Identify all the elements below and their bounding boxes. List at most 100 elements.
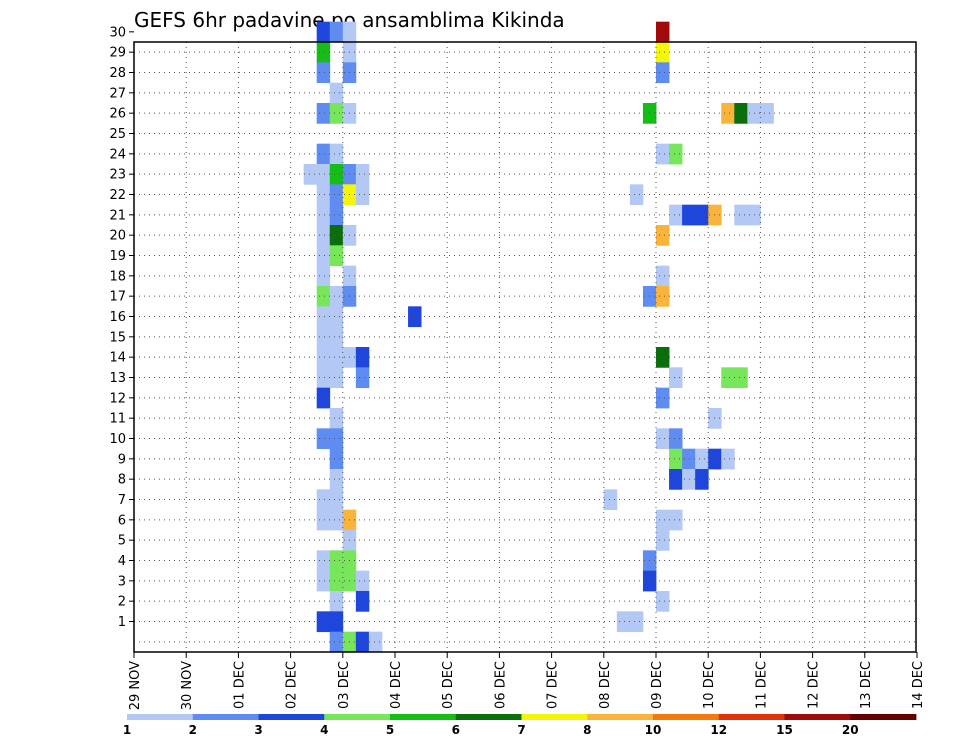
heatmap-cell <box>316 286 331 307</box>
heatmap-cell <box>329 184 344 206</box>
heatmap-cell <box>316 347 331 368</box>
heatmap-cell <box>695 469 709 490</box>
heatmap-cell <box>355 631 370 653</box>
heatmap-cell <box>682 204 696 226</box>
heatmap-cell <box>682 448 696 470</box>
heatmap-cell <box>329 591 344 612</box>
heatmap-cell <box>616 611 631 633</box>
heatmap-cell <box>329 245 344 267</box>
heatmap-cell <box>329 143 344 165</box>
heatmap-cell <box>329 570 344 592</box>
heatmap-cell <box>329 225 344 246</box>
y-tick-label: 18 <box>109 269 126 284</box>
x-tick-label: 04 DEC <box>389 661 404 709</box>
heatmap-cell <box>316 509 331 531</box>
heatmap-cell <box>656 286 670 307</box>
colorbar-swatch <box>521 714 588 720</box>
colorbar-swatch <box>127 714 194 720</box>
heatmap-cell <box>656 347 670 368</box>
y-tick-label: 11 <box>109 412 126 427</box>
colorbar-swatch <box>784 714 851 720</box>
heatmap-cell <box>316 306 331 328</box>
colorbar-label: 4 <box>320 723 328 737</box>
heatmap-cell <box>329 367 344 389</box>
heatmap-cell <box>316 428 331 450</box>
y-tick-label: 4 <box>118 554 126 569</box>
heatmap-cell <box>355 184 370 206</box>
x-tick-label: 30 NOV <box>180 661 195 710</box>
heatmap-cell <box>721 367 735 389</box>
y-tick-label: 25 <box>109 127 126 142</box>
heatmap-cell <box>721 103 735 124</box>
y-tick-label: 12 <box>109 391 126 406</box>
y-tick-label: 14 <box>109 351 126 366</box>
heatmap-cell <box>342 21 357 43</box>
colorbar-label: 5 <box>386 723 394 737</box>
heatmap-cell <box>316 42 331 63</box>
x-tick-label: 11 DEC <box>754 661 769 709</box>
heatmap-cell <box>669 367 683 389</box>
heatmap-cell <box>355 347 370 368</box>
heatmap-cell <box>316 245 331 267</box>
heatmap-cells <box>303 21 774 653</box>
x-tick-label: 03 DEC <box>337 661 352 709</box>
plot-frame <box>133 41 917 653</box>
colorbar-label: 2 <box>189 723 197 737</box>
heatmap-cell <box>656 143 670 165</box>
colorbar-swatch <box>850 714 917 720</box>
heatmap-cell <box>656 265 670 287</box>
heatmap-cell <box>329 428 344 450</box>
heatmap-cell <box>629 611 644 633</box>
heatmap-cell <box>355 367 370 389</box>
colorbar-label: 8 <box>583 723 591 737</box>
y-tick-label: 7 <box>118 493 126 508</box>
heatmap-cell <box>316 204 331 226</box>
y-tick-label: 5 <box>118 534 126 549</box>
grid-lines <box>134 42 916 652</box>
y-tick-label: 15 <box>109 330 126 345</box>
colorbar-swatch <box>324 714 391 720</box>
heatmap-cell <box>329 286 344 307</box>
heatmap-cell <box>316 143 331 165</box>
heatmap-cell <box>656 428 670 450</box>
colorbar-swatch <box>390 714 457 720</box>
heatmap-cell <box>669 448 683 470</box>
y-tick-label: 8 <box>118 473 126 488</box>
colorbar-swatch <box>258 714 325 720</box>
heatmap-cell <box>669 143 683 165</box>
x-tick-label: 29 NOV <box>128 661 143 710</box>
heatmap-cell <box>760 103 774 124</box>
colorbar: 1 2 3 4 5 6 7 8 10 12 15 20 <box>123 714 917 737</box>
heatmap-cell <box>316 21 331 43</box>
y-tick-label: 28 <box>109 66 126 81</box>
x-axis: 29 NOV 30 NOV 01 DEC 02 DEC 03 DEC 04 DEC 05 D… <box>128 652 926 710</box>
colorbar-swatch <box>653 714 720 720</box>
heatmap-cell <box>329 326 344 348</box>
heatmap-cell <box>316 387 331 409</box>
heatmap-cell <box>316 550 331 572</box>
heatmap-cell <box>669 469 683 490</box>
heatmap-cell <box>316 326 331 348</box>
heatmap-cell <box>355 570 370 592</box>
heatmap-cell <box>329 448 344 470</box>
heatmap-cell <box>316 225 331 246</box>
x-tick-label: 07 DEC <box>546 661 561 709</box>
colorbar-label: 12 <box>710 723 727 737</box>
y-tick-label: 13 <box>109 371 126 386</box>
x-tick-label: 08 DEC <box>598 661 613 709</box>
colorbar-label: 15 <box>776 723 793 737</box>
heatmap-cell <box>656 509 670 531</box>
heatmap-cell <box>734 103 748 124</box>
y-tick-label: 9 <box>118 452 126 467</box>
y-tick-label: 30 <box>109 25 126 40</box>
heatmap-cell <box>329 204 344 226</box>
y-tick-label: 16 <box>109 310 126 325</box>
heatmap-cell <box>695 204 709 226</box>
y-tick-label: 10 <box>109 432 126 447</box>
heatmap-cell <box>329 82 344 104</box>
heatmap-cell <box>355 164 370 185</box>
heatmap-cell <box>303 164 318 185</box>
colorbar-label: 6 <box>452 723 460 737</box>
heatmap-cell <box>329 408 344 429</box>
